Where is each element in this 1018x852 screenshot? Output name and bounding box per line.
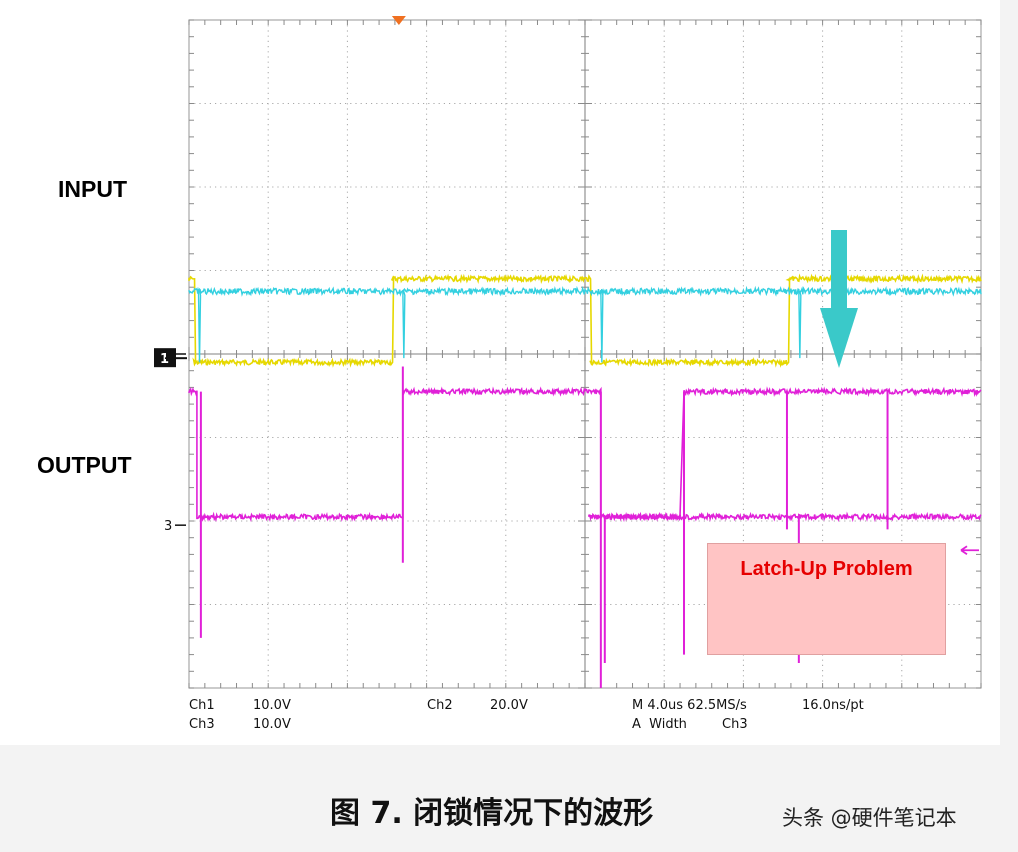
input-label: INPUT: [58, 176, 127, 202]
scope-markers: 12 3: [154, 16, 979, 555]
trigger-position-marker: [391, 16, 406, 25]
watermark: 头条 @硬件笔记本: [782, 806, 957, 830]
figure-caption: 图 7. 闭锁情况下的波形: [330, 796, 654, 831]
ch3-output-trace-right: [588, 386, 982, 523]
ch2-label: Ch2: [427, 698, 453, 713]
timebase-readout: M 4.0us 62.5MS/s: [632, 698, 747, 713]
ch2-trace: [188, 285, 982, 363]
ch1-label: Ch1: [189, 698, 215, 713]
ch1-scale: 10.0V: [253, 698, 291, 713]
latch-up-text: Latch-Up Problem: [740, 558, 913, 580]
ch1-reference-text: 1: [160, 352, 169, 367]
ch3-output-trace-left: [188, 386, 982, 523]
ch3-reference-text: 3: [164, 519, 172, 534]
trigger-source-readout: Ch3: [722, 717, 748, 732]
resolution-readout: 16.0ns/pt: [802, 698, 864, 713]
ch1-reference-marker: [154, 348, 176, 368]
output-label: OUTPUT: [37, 452, 132, 478]
ch2-reference-text: 2: [164, 348, 172, 363]
latch-up-arrow-head: [820, 308, 858, 368]
ch3-scale: 10.0V: [253, 717, 291, 732]
ch2-scale: 20.0V: [490, 698, 528, 713]
scope-traces: [188, 273, 982, 688]
trigger-readout: A Width: [632, 717, 687, 732]
ch3-label: Ch3: [189, 717, 215, 732]
ch1-input-trace: [188, 273, 982, 368]
trigger-level-marker: [960, 545, 979, 555]
latch-up-annotation: Latch-Up Problem: [707, 543, 946, 655]
latch-up-arrow-shaft: [831, 230, 847, 310]
